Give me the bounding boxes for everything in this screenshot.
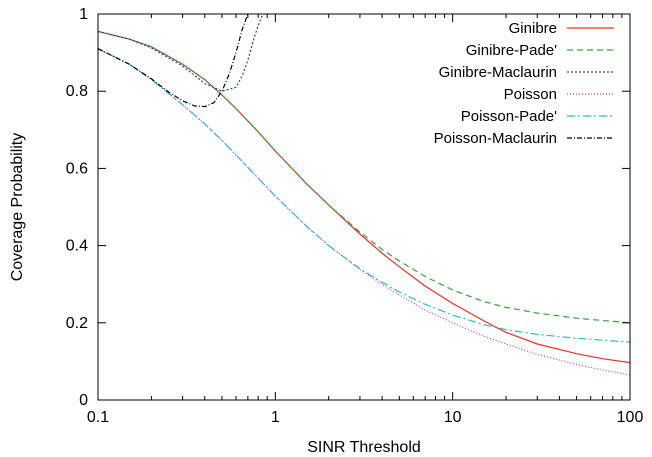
series-line-1 bbox=[98, 30, 630, 364]
y-tick-label: 0.8 bbox=[66, 83, 88, 100]
series-layer bbox=[98, 14, 630, 376]
legend-label-6: Poisson-Maclaurin bbox=[434, 130, 557, 147]
x-tick-label: 0.1 bbox=[87, 409, 109, 426]
y-tick-label: 0.2 bbox=[66, 315, 88, 332]
legend-label-4: Poisson bbox=[504, 86, 557, 103]
series-line-5 bbox=[98, 48, 630, 343]
series-line-3 bbox=[98, 14, 264, 92]
legend-label-5: Poisson-Pade' bbox=[461, 108, 557, 125]
y-tick-label: 0 bbox=[79, 392, 88, 409]
y-tick-label: 0.6 bbox=[66, 160, 88, 177]
y-tick-label: 1 bbox=[79, 6, 88, 23]
legend-label-3: Ginibre-Maclaurin bbox=[439, 64, 557, 81]
y-axis-label: Coverage Probability bbox=[9, 133, 26, 282]
legend-label-1: Ginibre bbox=[509, 20, 557, 37]
y-tick-label: 0.4 bbox=[66, 238, 88, 255]
series-line-6 bbox=[98, 14, 249, 108]
legend: Ginibre Ginibre-Pade' Ginibre-Maclaurin Poi… bbox=[434, 20, 614, 147]
legend-label-2: Ginibre-Pade' bbox=[466, 42, 557, 59]
x-tick-label: 100 bbox=[617, 409, 644, 426]
x-axis-label: SINR Threshold bbox=[307, 439, 421, 456]
x-tick-label: 10 bbox=[444, 409, 462, 426]
x-tick-label: 1 bbox=[271, 409, 280, 426]
axis-layer: 0 0.2 0.4 0.6 0.8 1 0.1 1 10 100 bbox=[66, 6, 644, 426]
series-line-2 bbox=[98, 30, 630, 324]
plot-frame bbox=[97, 13, 631, 401]
